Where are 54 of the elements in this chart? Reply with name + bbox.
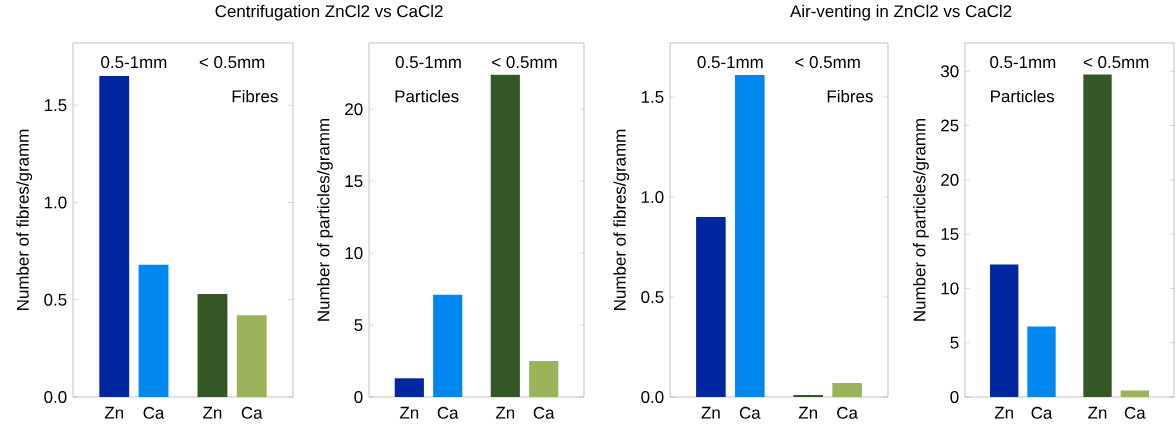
y-tick-label: 10 <box>941 282 959 295</box>
x-tick-label: Zn <box>1088 406 1107 419</box>
annotation: < 0.5mm <box>795 56 860 69</box>
x-tick-label: Ca <box>533 406 555 419</box>
annotation: 0.5-1mm <box>395 56 461 69</box>
y-tick-label: 0.0 <box>641 391 664 403</box>
x-tick-label: Zn <box>399 406 419 419</box>
x-tick-label: Ca <box>437 406 459 419</box>
x-tick-label: Zn <box>798 406 817 419</box>
y-tick-label: 0 <box>354 391 363 403</box>
annotation: < 0.5mm <box>1083 56 1149 69</box>
x-tick-label: Ca <box>143 406 165 419</box>
annotation: Particles <box>395 89 459 103</box>
annotation: 0.5-1mm <box>697 56 763 69</box>
y-tick-label: 5 <box>950 336 959 349</box>
x-tick-label: Ca <box>1124 406 1146 419</box>
annotation: Fibres <box>827 89 873 103</box>
y-tick-label: 0.5 <box>44 293 67 306</box>
annotation: Particles <box>991 89 1054 103</box>
annotation: 0.5-1mm <box>990 56 1056 69</box>
y-tick-label: 0 <box>950 391 959 403</box>
y-axis-title: Number of particles/gramm <box>317 119 333 321</box>
x-tick-label: Zn <box>701 406 720 419</box>
y-tick-label: 20 <box>941 173 959 186</box>
x-tick-label: Zn <box>104 406 124 419</box>
y-axis-title: Number of particles/gramm <box>913 119 929 321</box>
y-axis-title: Number of fibres/gramm <box>613 129 630 310</box>
y-tick-label: 15 <box>941 228 959 241</box>
y-tick-label: 10 <box>345 247 363 260</box>
annotation: < 0.5mm <box>199 56 265 69</box>
y-tick-label: 1.0 <box>44 196 67 209</box>
annotation: 0.5-1mm <box>101 56 167 69</box>
x-tick-label: Zn <box>495 406 515 419</box>
text: Air-venting in ZnCl2 vs CaCl2 <box>790 4 1012 21</box>
x-tick-label: Zn <box>203 406 222 419</box>
x-tick-label: Ca <box>241 406 263 419</box>
y-tick-label: 5 <box>354 319 363 331</box>
y-tick-label: 20 <box>345 103 363 116</box>
y-tick-label: 30 <box>940 65 959 78</box>
x-tick-label: Ca <box>739 406 761 419</box>
y-tick-label: 1.5 <box>44 99 67 112</box>
y-tick-label: 1.5 <box>641 91 664 103</box>
y-tick-label: 0.5 <box>641 291 664 303</box>
text: Centrifugation ZnCl2 vs CaCl2 <box>215 4 443 21</box>
y-tick-label: 25 <box>941 119 959 132</box>
x-tick-label: Ca <box>837 406 858 419</box>
y-tick-label: 0.0 <box>44 391 67 403</box>
annotation: Fibres <box>232 89 278 103</box>
y-axis-title: Number of fibres/gramm <box>16 129 33 310</box>
y-tick-label: 15 <box>345 175 363 188</box>
x-tick-label: Zn <box>994 406 1013 419</box>
annotation: < 0.5mm <box>492 56 557 69</box>
x-tick-label: Ca <box>1031 406 1053 419</box>
y-tick-label: 1.0 <box>641 191 664 203</box>
